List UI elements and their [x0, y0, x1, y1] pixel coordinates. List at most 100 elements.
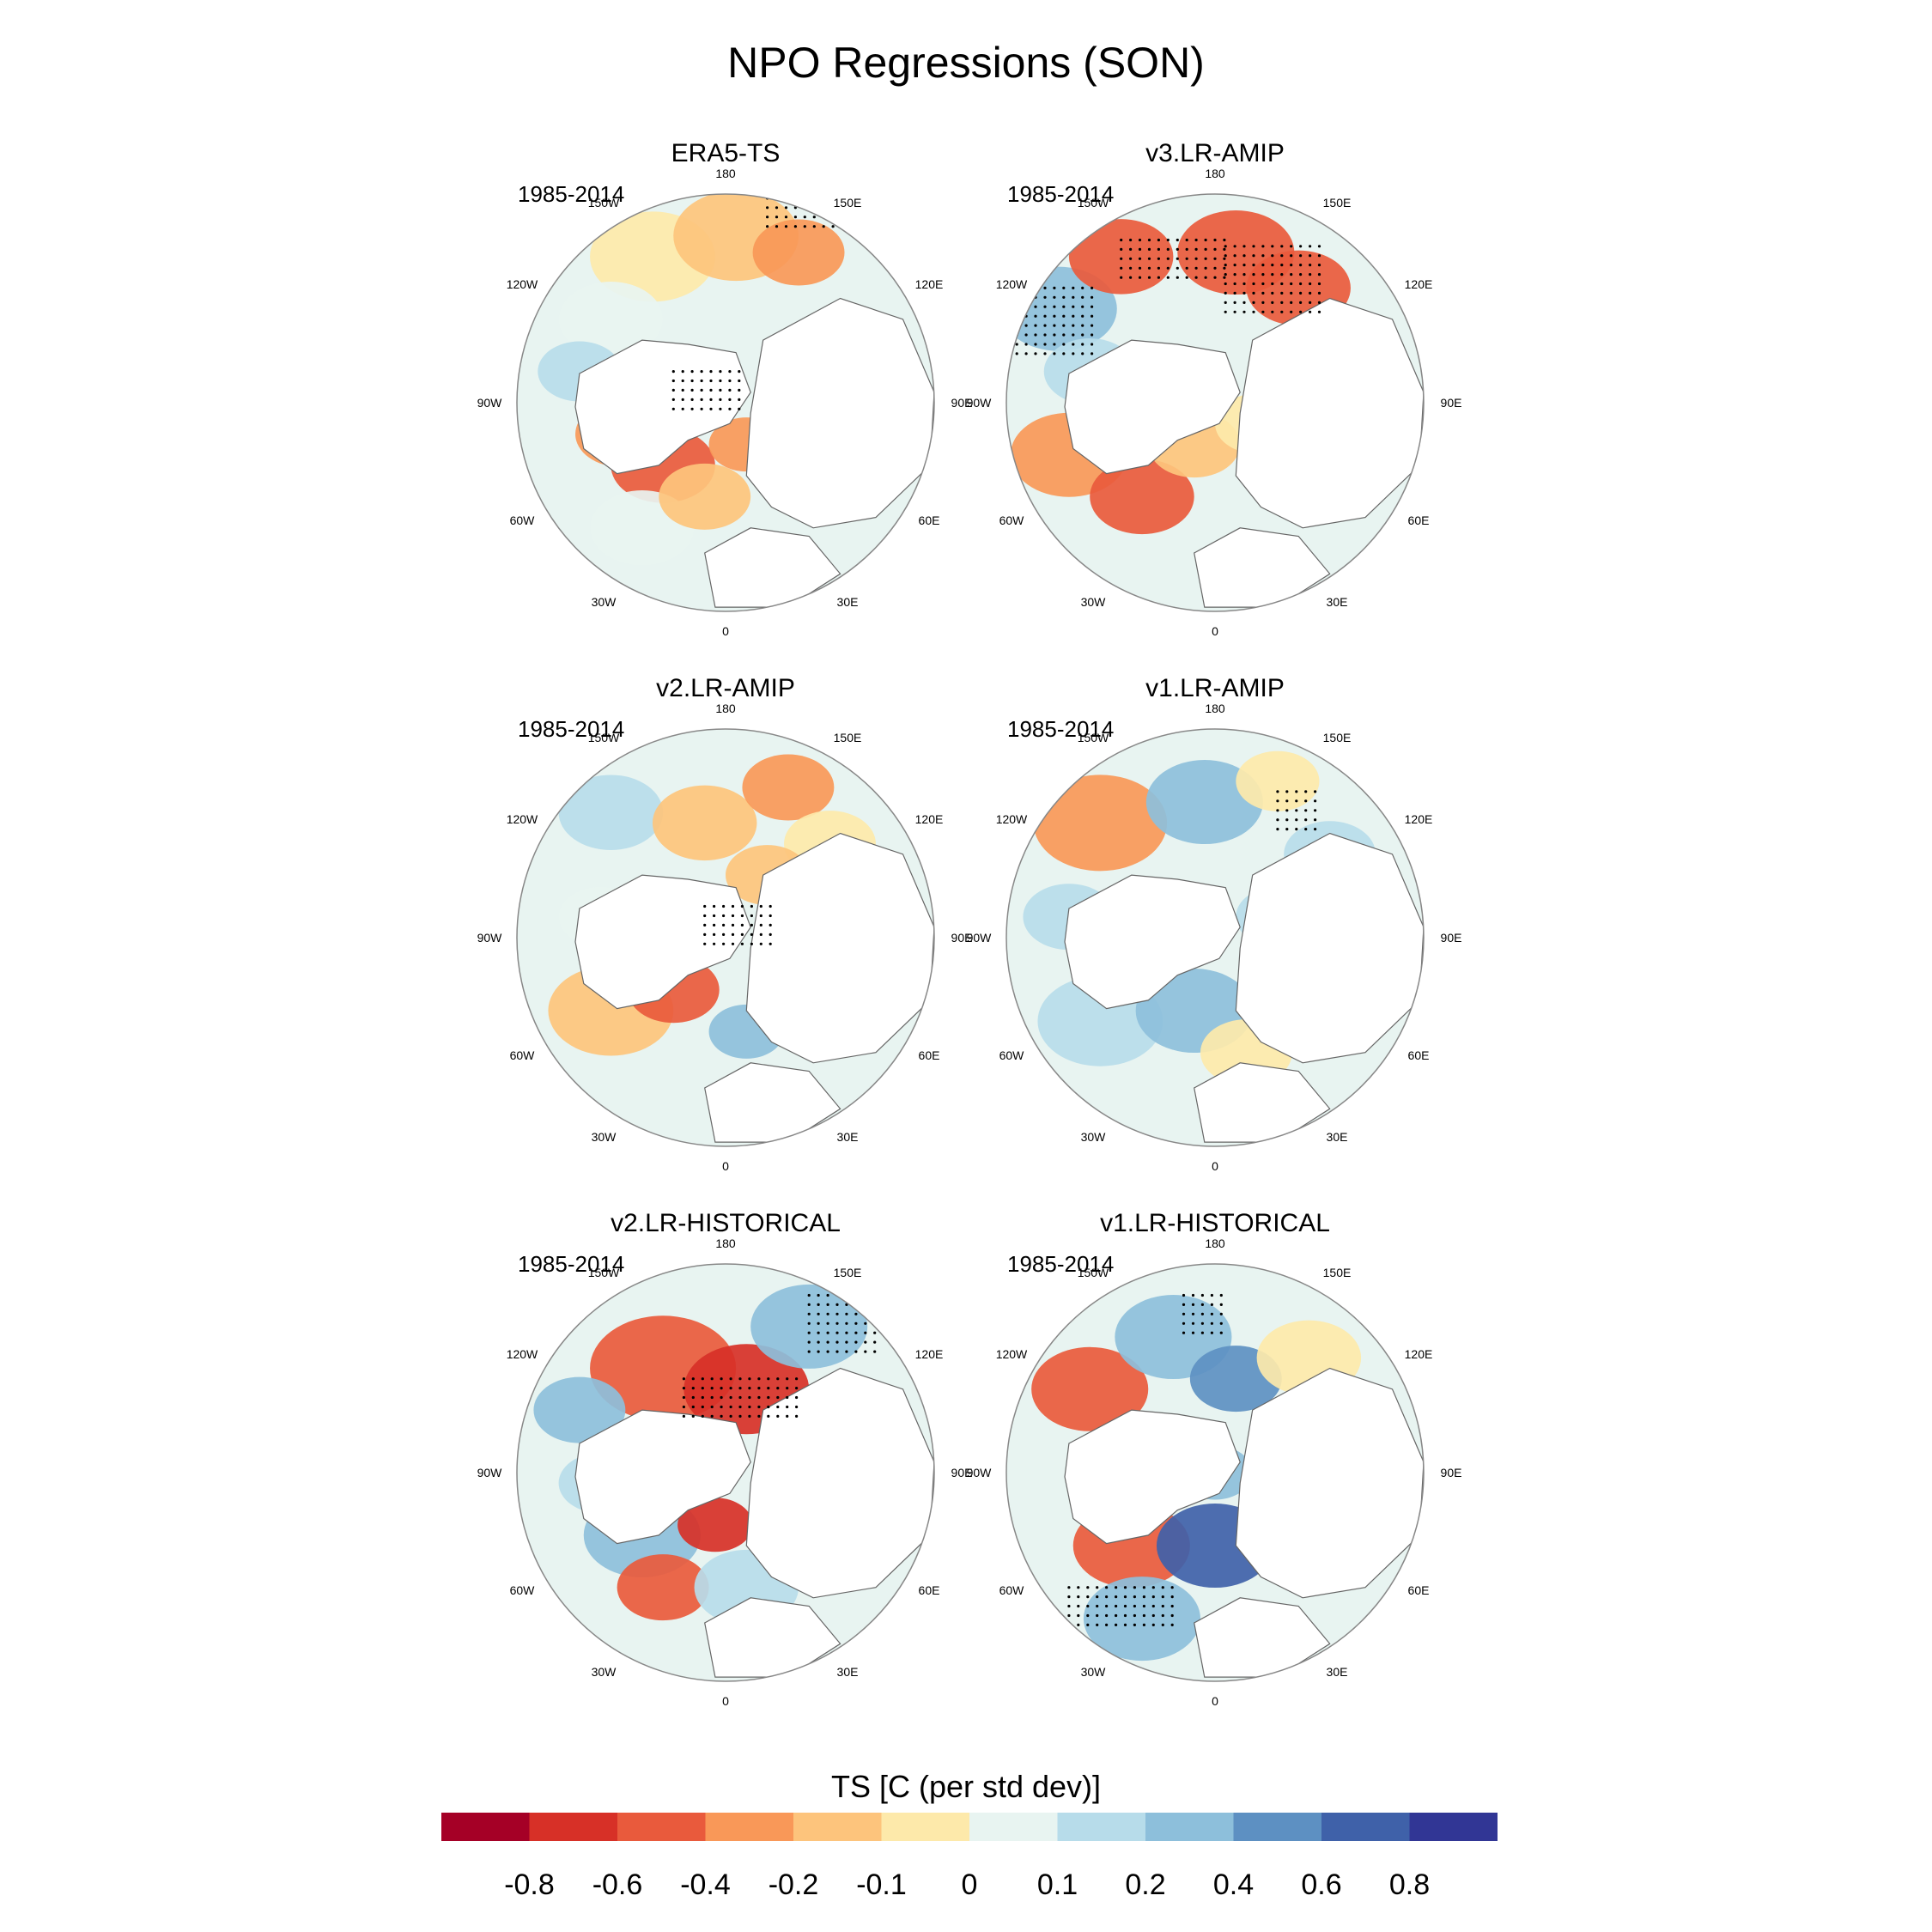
- longitude-label: 180: [1205, 702, 1225, 715]
- longitude-label: 60E: [1408, 1583, 1430, 1597]
- longitude-label: 180: [715, 1236, 736, 1250]
- longitude-label: 120E: [915, 277, 944, 291]
- colorbar-tick-label: 0.2: [1125, 1868, 1165, 1901]
- longitude-label: 180: [1205, 1236, 1225, 1250]
- map-panels: ERA5-TS 1985-2014 180 150E 120E 90E 60E 30E 0 30W…: [477, 139, 1462, 1708]
- anomaly-region: [750, 1284, 868, 1369]
- colorbar: TS [C (per std dev)] -0.8 -0.6 -0.4 -0.2 -0.…: [441, 1769, 1498, 1901]
- colorbar-title: TS [C (per std dev)]: [831, 1769, 1101, 1804]
- map-border: [516, 193, 935, 612]
- longitude-label: 0: [1212, 1694, 1218, 1708]
- longitude-label: 0: [722, 624, 729, 638]
- significance-stipple: [1224, 245, 1321, 313]
- longitude-label: 90W: [967, 931, 993, 945]
- colorbar-swatch: [1233, 1813, 1321, 1841]
- longitude-label: 60E: [919, 1048, 940, 1062]
- anomaly-region: [1236, 750, 1320, 811]
- longitude-label: 60W: [999, 1048, 1025, 1062]
- colorbar-swatch: [793, 1813, 882, 1841]
- colorbar-swatch: [705, 1813, 793, 1841]
- longitude-label: 150E: [1323, 1266, 1352, 1279]
- panel-period: 1985-2014: [1007, 716, 1114, 742]
- longitude-label: 60W: [510, 1583, 536, 1597]
- land-mask: [1235, 297, 1424, 529]
- longitude-label: 180: [715, 702, 736, 715]
- longitude-label: 30E: [1327, 1665, 1348, 1679]
- longitude-label: 30E: [837, 595, 859, 609]
- colorbar-swatch: [1321, 1813, 1410, 1841]
- colorbar-tick-label: -0.4: [680, 1868, 731, 1901]
- land-mask: [1064, 339, 1241, 475]
- longitude-label: 150W: [588, 196, 620, 210]
- longitude-label: 60E: [1408, 513, 1430, 527]
- map-panel: v2.LR-HISTORICAL 1985-2014 180 150E 120E 90E 6…: [477, 1209, 973, 1708]
- longitude-label: 180: [715, 167, 736, 180]
- colorbar-tick-label: 0.8: [1389, 1868, 1430, 1901]
- longitude-label: 120E: [915, 812, 944, 826]
- longitude-label: 150E: [834, 1266, 862, 1279]
- map-field: [517, 729, 934, 1146]
- colorbar-tick-label: 0: [962, 1868, 978, 1901]
- colorbar-swatch: [969, 1813, 1058, 1841]
- land-mask: [1194, 1597, 1331, 1678]
- longitude-label: 90E: [1441, 396, 1462, 410]
- longitude-label: 30E: [1327, 595, 1348, 609]
- colorbar-tick-label: 0.1: [1037, 1868, 1078, 1901]
- map-panel: v1.LR-AMIP 1985-2014 180 150E 120E 90E 60E 30E 0…: [967, 674, 1462, 1173]
- longitude-label: 60W: [999, 513, 1025, 527]
- panel-title: v3.LR-AMIP: [1145, 139, 1285, 167]
- figure-title: NPO Regressions (SON): [727, 39, 1205, 87]
- map-border: [1005, 193, 1425, 612]
- longitude-label: 120W: [507, 1347, 538, 1361]
- map-field: [517, 194, 934, 611]
- longitude-label: 60W: [510, 513, 536, 527]
- longitude-label: 60E: [919, 513, 940, 527]
- anomaly-region: [558, 775, 664, 850]
- map-border: [1005, 728, 1425, 1147]
- land-mask: [704, 1597, 841, 1678]
- land-mask: [1235, 1367, 1424, 1599]
- anomaly-region: [752, 219, 845, 286]
- anomaly-region: [659, 463, 751, 530]
- significance-stipple: [703, 904, 772, 945]
- map-panel: v2.LR-AMIP 1985-2014 180 150E 120E 90E 60E 30E 0…: [477, 674, 973, 1173]
- colorbar-swatch: [881, 1813, 969, 1841]
- longitude-label: 150E: [1323, 196, 1352, 210]
- longitude-label: 0: [1212, 624, 1218, 638]
- longitude-label: 90E: [1441, 1466, 1462, 1479]
- anomaly-region: [1033, 775, 1168, 872]
- land-mask: [574, 1409, 751, 1545]
- longitude-label: 90E: [951, 396, 973, 410]
- land-mask: [745, 832, 934, 1064]
- colorbar-tick-label: -0.1: [856, 1868, 907, 1901]
- longitude-label: 150W: [1078, 731, 1109, 744]
- anomaly-region: [1145, 760, 1263, 845]
- longitude-label: 90W: [477, 1466, 503, 1479]
- map-panel: v1.LR-HISTORICAL 1985-2014 180 150E 120E 90E 6…: [967, 1209, 1462, 1708]
- colorbar-swatch: [617, 1813, 706, 1841]
- panel-title: v2.LR-AMIP: [656, 674, 795, 702]
- significance-stipple: [682, 1377, 799, 1418]
- colorbar-swatch: [1057, 1813, 1145, 1841]
- anomaly-region: [533, 1376, 626, 1443]
- longitude-label: 120E: [1405, 277, 1433, 291]
- longitude-label: 120E: [1405, 812, 1433, 826]
- longitude-label: 30W: [1081, 595, 1107, 609]
- panel-period: 1985-2014: [518, 1251, 624, 1277]
- significance-stipple: [1120, 238, 1226, 279]
- colorbar-tick-label: 0.4: [1213, 1868, 1254, 1901]
- land-mask: [745, 1367, 934, 1599]
- colorbar-tick-label: -0.6: [592, 1868, 643, 1901]
- anomaly-region: [558, 282, 664, 357]
- map-border: [516, 728, 935, 1147]
- land-mask: [1235, 832, 1424, 1064]
- longitude-label: 0: [722, 1159, 729, 1173]
- map-border: [516, 1263, 935, 1682]
- anomaly-region: [1068, 219, 1174, 295]
- colorbar-tick-label: -0.8: [504, 1868, 555, 1901]
- longitude-label: 0: [1212, 1159, 1218, 1173]
- map-field: [1006, 1264, 1424, 1681]
- land-mask: [745, 297, 934, 529]
- land-mask: [1064, 874, 1241, 1010]
